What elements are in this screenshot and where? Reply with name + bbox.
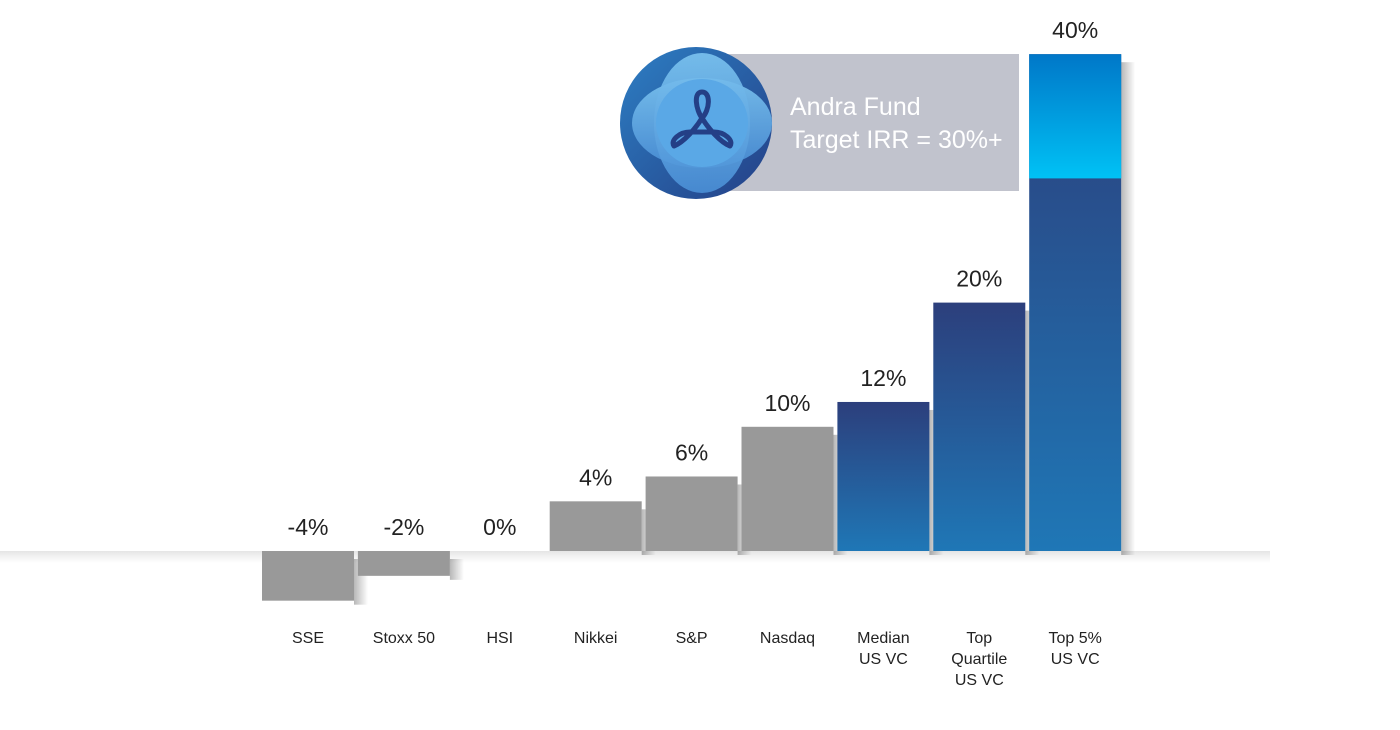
value-label-nasdaq: 10% bbox=[764, 390, 810, 416]
value-label-top-5-us-vc: 40% bbox=[1052, 17, 1098, 43]
bar-nikkei bbox=[549, 501, 642, 551]
value-label-top-quartile-us-vc: 20% bbox=[956, 266, 1002, 292]
bar-highlight-target-range bbox=[1029, 54, 1122, 179]
bar-median-us-vc bbox=[837, 401, 930, 551]
category-labels: SSE Stoxx 50 HSI Nikkei S&P Nasdaq Median US VC… bbox=[292, 630, 1102, 689]
logo-triskelion-icon bbox=[670, 89, 734, 149]
bars bbox=[262, 54, 1122, 601]
bar-shadow-stoxx-50 bbox=[449, 559, 464, 580]
value-label-sse: -4% bbox=[288, 514, 329, 540]
value-label-stoxx-50: -2% bbox=[383, 514, 424, 540]
value-label-hsi: 0% bbox=[483, 514, 516, 540]
bar-s-p bbox=[645, 476, 738, 551]
category-label-top-quartile-us-vc: Top Quartile US VC bbox=[951, 630, 1007, 689]
category-label-stoxx-50: Stoxx 50 bbox=[373, 630, 435, 647]
bar-sse bbox=[262, 551, 354, 601]
andra-fund-logo bbox=[620, 47, 772, 199]
value-label-nikkei: 4% bbox=[579, 464, 612, 490]
value-label-median-us-vc: 12% bbox=[860, 365, 906, 391]
bar-top-quartile-us-vc bbox=[933, 302, 1026, 551]
category-label-nikkei: Nikkei bbox=[574, 630, 618, 647]
category-label-nasdaq: Nasdaq bbox=[760, 630, 815, 647]
category-label-top-5-us-vc: Top 5% US VC bbox=[1049, 630, 1102, 668]
bar-shadow-top-5-us-vc bbox=[1121, 62, 1136, 555]
bar-stoxx-50 bbox=[357, 551, 450, 576]
category-label-sse: SSE bbox=[292, 630, 324, 647]
callout-title: Andra Fund bbox=[790, 93, 921, 121]
target-irr-callout: Andra Fund Target IRR = 30%+ bbox=[620, 47, 1019, 199]
category-label-hsi: HSI bbox=[486, 630, 513, 647]
callout-subtitle: Target IRR = 30%+ bbox=[790, 126, 1003, 154]
category-label-s-p: S&P bbox=[676, 630, 708, 647]
value-label-s-p: 6% bbox=[675, 439, 708, 465]
value-labels: -4% -2% 0% 4% 6% 10% 12% 20% 40% bbox=[288, 17, 1099, 540]
baseline-shadow bbox=[0, 551, 1270, 563]
category-label-median-us-vc: Median US VC bbox=[857, 630, 909, 668]
bar-nasdaq bbox=[741, 426, 834, 551]
